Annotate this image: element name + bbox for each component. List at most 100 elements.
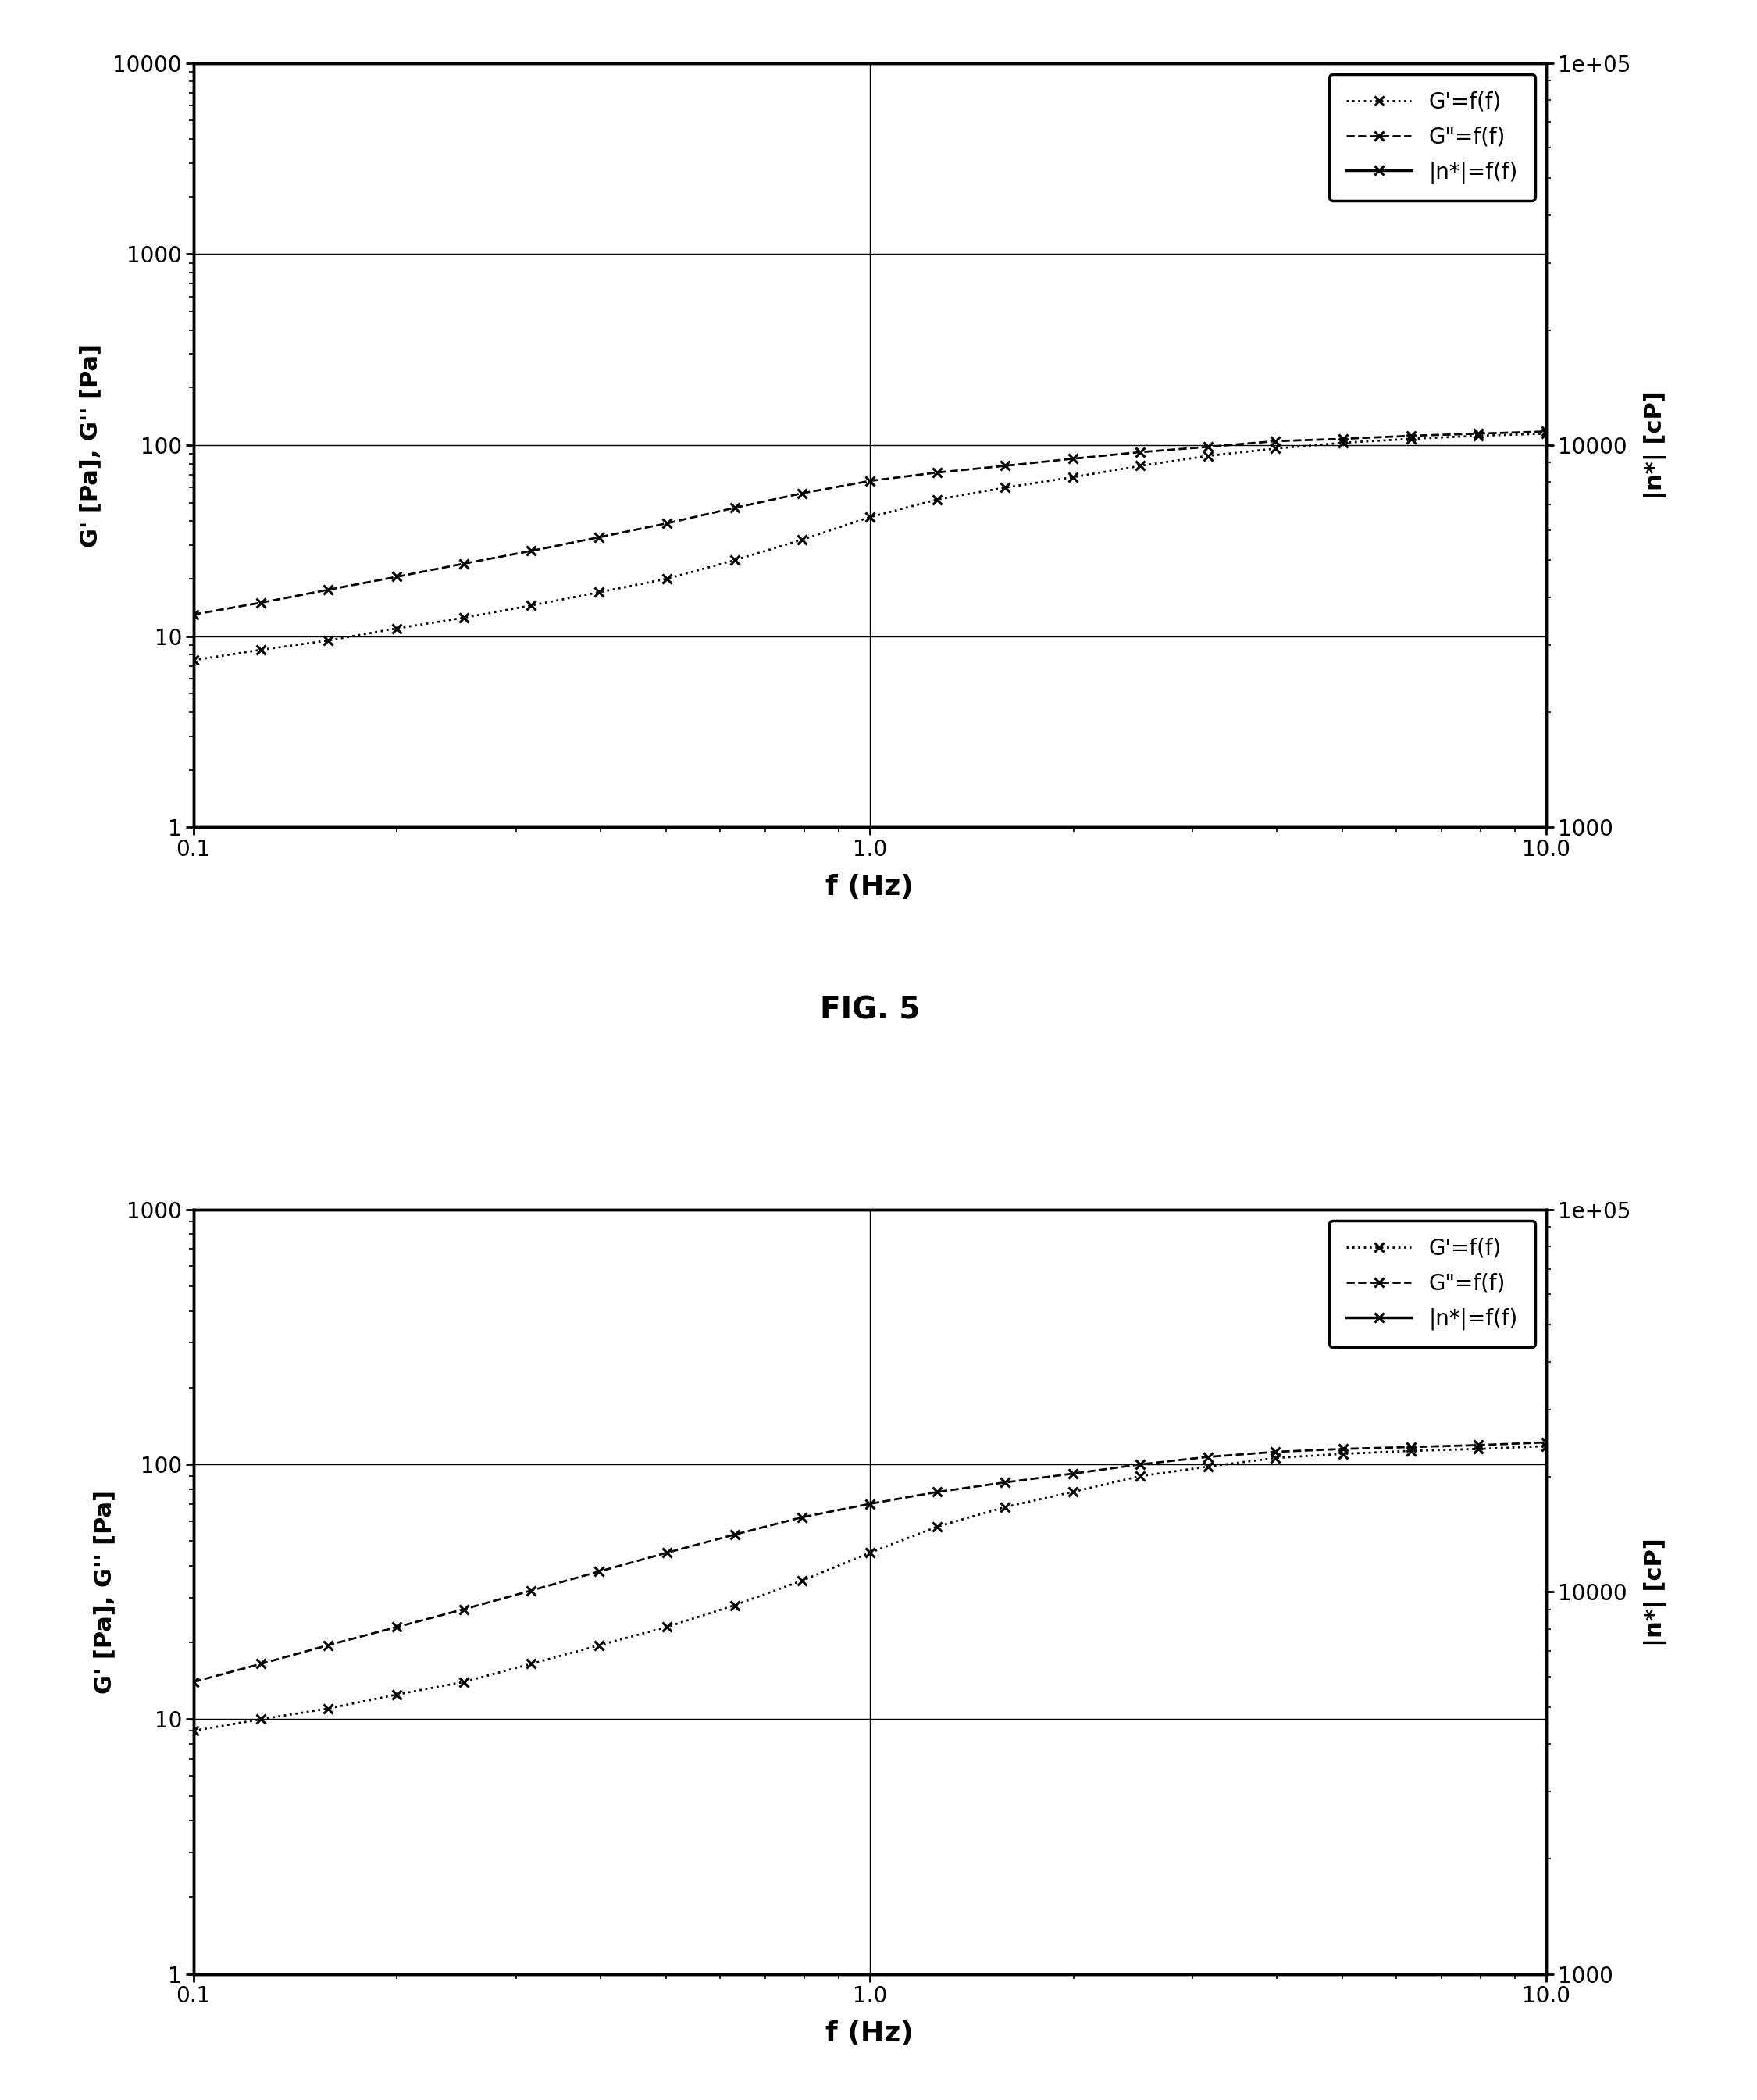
G'=f(f) — [589, 1632, 610, 1657]
Line: G"=f(f): G"=f(f) — [188, 426, 1551, 620]
|n*|=f(f) — [994, 1329, 1016, 1354]
G"=f(f) — [1467, 1432, 1488, 1457]
G"=f(f) — [928, 460, 949, 485]
|n*|=f(f) — [183, 930, 204, 956]
G"=f(f) — [387, 565, 408, 590]
Line: G"=f(f): G"=f(f) — [188, 1439, 1551, 1686]
|n*|=f(f) — [251, 966, 272, 991]
G"=f(f) — [791, 1506, 812, 1531]
G"=f(f) — [1467, 420, 1488, 445]
G"=f(f) — [1536, 418, 1557, 443]
G"=f(f) — [251, 1651, 272, 1676]
Line: G'=f(f): G'=f(f) — [188, 1441, 1551, 1737]
G'=f(f) — [1467, 1436, 1488, 1462]
G"=f(f) — [183, 603, 204, 628]
Line: |n*|=f(f): |n*|=f(f) — [188, 937, 1551, 1604]
G"=f(f) — [251, 590, 272, 615]
G"=f(f) — [1197, 1445, 1218, 1470]
G'=f(f) — [251, 636, 272, 662]
G'=f(f) — [387, 615, 408, 640]
G'=f(f) — [724, 548, 745, 573]
|n*|=f(f) — [791, 1235, 812, 1260]
G'=f(f) — [655, 1615, 676, 1640]
|n*|=f(f) — [655, 1184, 676, 1210]
Legend: G'=f(f), G"=f(f), |n*|=f(f): G'=f(f), G"=f(f), |n*|=f(f) — [1328, 1220, 1536, 1348]
G'=f(f) — [316, 1697, 337, 1722]
Y-axis label: |n*| [cP]: |n*| [cP] — [1643, 1537, 1667, 1646]
Line: G'=f(f): G'=f(f) — [188, 428, 1551, 666]
G"=f(f) — [453, 1596, 474, 1621]
G'=f(f) — [1061, 464, 1082, 489]
G"=f(f) — [520, 538, 541, 563]
|n*|=f(f) — [387, 1046, 408, 1071]
Legend: G'=f(f), G"=f(f), |n*|=f(f): G'=f(f), G"=f(f), |n*|=f(f) — [1328, 74, 1536, 202]
G"=f(f) — [1400, 424, 1421, 449]
G'=f(f) — [994, 1495, 1016, 1520]
G"=f(f) — [1536, 1430, 1557, 1455]
X-axis label: f (Hz): f (Hz) — [826, 874, 914, 901]
Y-axis label: G' [Pa], G'' [Pa]: G' [Pa], G'' [Pa] — [79, 342, 102, 548]
|n*|=f(f) — [1334, 1522, 1355, 1548]
G"=f(f) — [1130, 1451, 1151, 1476]
G"=f(f) — [387, 1615, 408, 1640]
G"=f(f) — [520, 1577, 541, 1602]
|n*|=f(f) — [1130, 1409, 1151, 1434]
G'=f(f) — [1334, 1441, 1355, 1466]
G"=f(f) — [453, 550, 474, 575]
G'=f(f) — [520, 1651, 541, 1676]
Y-axis label: G' [Pa], G'' [Pa]: G' [Pa], G'' [Pa] — [93, 1489, 116, 1695]
|n*|=f(f) — [1197, 1449, 1218, 1474]
G"=f(f) — [859, 468, 880, 494]
G'=f(f) — [994, 475, 1016, 500]
|n*|=f(f) — [316, 1010, 337, 1035]
|n*|=f(f) — [1467, 1575, 1488, 1600]
G"=f(f) — [316, 578, 337, 603]
G"=f(f) — [1265, 1439, 1286, 1464]
Text: FIG. 5: FIG. 5 — [819, 995, 921, 1025]
G"=f(f) — [655, 1539, 676, 1565]
Y-axis label: |n*| [cP]: |n*| [cP] — [1643, 391, 1667, 500]
G'=f(f) — [251, 1707, 272, 1732]
G"=f(f) — [994, 1470, 1016, 1495]
G"=f(f) — [655, 510, 676, 536]
G"=f(f) — [1400, 1434, 1421, 1460]
|n*|=f(f) — [453, 1082, 474, 1107]
G'=f(f) — [859, 504, 880, 529]
G"=f(f) — [183, 1670, 204, 1695]
G"=f(f) — [928, 1478, 949, 1504]
G'=f(f) — [1061, 1478, 1082, 1504]
|n*|=f(f) — [589, 1153, 610, 1178]
G'=f(f) — [453, 605, 474, 630]
G"=f(f) — [589, 525, 610, 550]
G'=f(f) — [1197, 443, 1218, 468]
G'=f(f) — [655, 567, 676, 592]
G'=f(f) — [183, 647, 204, 672]
G'=f(f) — [1334, 431, 1355, 456]
G"=f(f) — [791, 481, 812, 506]
G'=f(f) — [1400, 426, 1421, 452]
G"=f(f) — [724, 496, 745, 521]
G'=f(f) — [1265, 437, 1286, 462]
G'=f(f) — [1536, 420, 1557, 445]
G"=f(f) — [1265, 428, 1286, 454]
|n*|=f(f) — [928, 1287, 949, 1312]
G'=f(f) — [453, 1670, 474, 1695]
G'=f(f) — [589, 580, 610, 605]
G'=f(f) — [1400, 1439, 1421, 1464]
|n*|=f(f) — [520, 1113, 541, 1138]
G"=f(f) — [316, 1632, 337, 1657]
G'=f(f) — [1197, 1453, 1218, 1478]
|n*|=f(f) — [1265, 1487, 1286, 1512]
G'=f(f) — [724, 1592, 745, 1617]
G'=f(f) — [791, 527, 812, 552]
G"=f(f) — [724, 1522, 745, 1548]
G'=f(f) — [183, 1718, 204, 1743]
G"=f(f) — [859, 1491, 880, 1516]
G"=f(f) — [994, 454, 1016, 479]
G"=f(f) — [1130, 439, 1151, 464]
G'=f(f) — [791, 1569, 812, 1594]
G'=f(f) — [928, 487, 949, 512]
|n*|=f(f) — [1400, 1556, 1421, 1581]
G'=f(f) — [1536, 1434, 1557, 1460]
|n*|=f(f) — [859, 1252, 880, 1277]
